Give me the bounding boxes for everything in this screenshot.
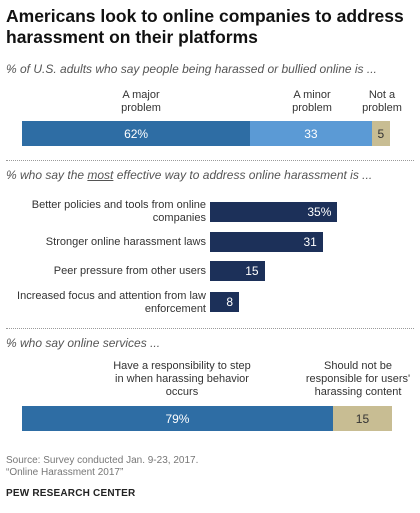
problem-subtitle: % of U.S. adults who say people being ha… (6, 62, 377, 76)
effective-label-laws: Stronger online harassment laws (45, 236, 206, 248)
effective-subtitle-pre: % who say the (6, 168, 88, 182)
services-stacked-bar: 79% 15 (22, 406, 392, 431)
bar-segment-major-problem: 62% (22, 121, 251, 146)
report-name: “Online Harassment 2017” (6, 467, 124, 478)
effective-bar-peer-pressure: 15 (210, 261, 265, 281)
bar-segment-minor-problem: 33 (250, 121, 372, 146)
problem-stacked-bar: 62% 33 5 (22, 121, 390, 146)
effective-subtitle-post: effective way to address online harassme… (113, 168, 373, 182)
effective-subtitle-em: most (87, 168, 114, 182)
effective-subtitle: % who say the most effective way to addr… (6, 168, 372, 182)
label-major-problem: A major problem (121, 89, 161, 114)
page-title: Americans look to online companies to ad… (6, 6, 404, 47)
services-subtitle: % who say online services ... (6, 336, 161, 350)
org-name: PEW RESEARCH CENTER (6, 488, 136, 499)
label-minor-problem: A minor problem (292, 89, 332, 114)
effective-bar-laws: 31 (210, 232, 323, 252)
divider (6, 328, 414, 329)
effective-bar-law-enforcement: 8 (210, 292, 240, 312)
bar-segment-not-responsible: 15 (332, 406, 392, 431)
effective-label-peer-pressure: Peer pressure from other users (53, 265, 206, 277)
label-responsibility: Have a responsibility to step in when ha… (113, 360, 251, 398)
effective-label-law-enforcement: Increased focus and attention from law e… (17, 290, 206, 315)
label-not-responsible: Should not be responsible for users' har… (305, 360, 411, 398)
source-note: Source: Survey conducted Jan. 9-23, 2017… (6, 455, 199, 466)
divider (6, 160, 414, 161)
bar-segment-not-a-problem: 5 (371, 121, 390, 146)
label-not-a-problem: Not a problem (362, 89, 402, 114)
effective-label-policies: Better policies and tools from online co… (31, 199, 206, 224)
effective-bar-policies: 35% (210, 202, 338, 222)
bar-segment-responsibility: 79% (22, 406, 333, 431)
